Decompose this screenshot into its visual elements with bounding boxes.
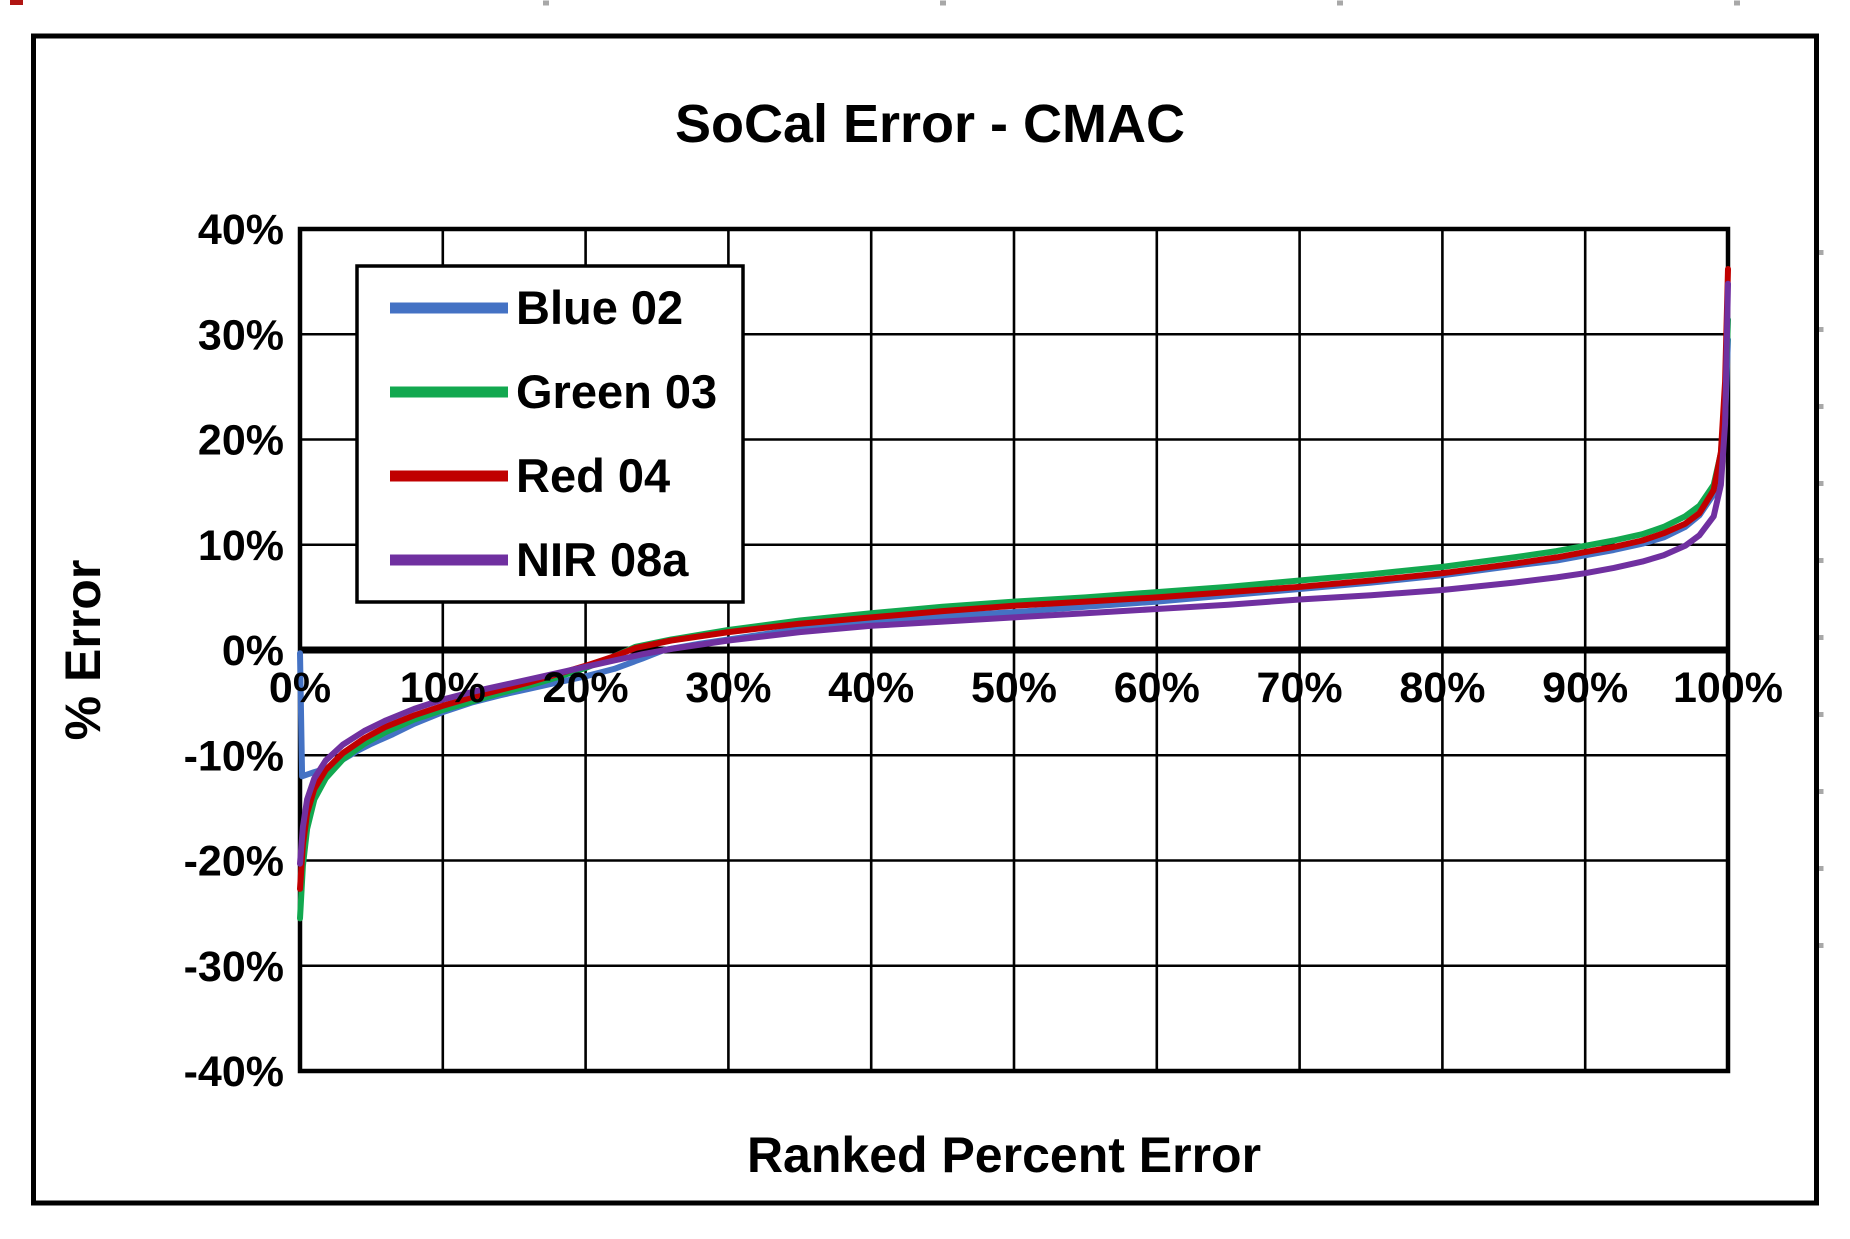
series-line-green-03 [297, 316, 1731, 922]
chart-title: SoCal Error - CMAC [675, 94, 1185, 154]
figure-border [31, 33, 1819, 1206]
legend-box [355, 264, 745, 604]
series-line-red-04 [297, 266, 1731, 892]
series-line-blue-02 [297, 336, 1731, 780]
x-tick-label: 50% [971, 664, 1057, 712]
y-tick-label: -30% [184, 943, 284, 991]
x-tick-label: 40% [828, 664, 914, 712]
y-tick-label: 20% [198, 417, 284, 465]
legend-label: Green 03 [516, 365, 717, 418]
screenshot-artifact-mark [10, 0, 23, 5]
y-axis-tick-labels: 40% 30% 20% 10% 0% -10% -20% -30% -40% [184, 206, 284, 1096]
legend-label: Red 04 [516, 449, 670, 502]
legend: Blue 02 Green 03 Red 04 NIR 08a [355, 264, 745, 604]
x-axis-title: Ranked Percent Error [747, 1127, 1261, 1183]
legend-item: Red 04 [390, 449, 670, 502]
x-axis-tick-labels: 0% 10% 20% 30% 40% 50% 60% 70% 80% 90% 100% [269, 664, 1783, 712]
x-tick-label: 90% [1542, 664, 1628, 712]
y-tick-label: 40% [198, 206, 284, 254]
legend-item: Blue 02 [390, 281, 683, 334]
y-tick-label: 0% [222, 627, 284, 675]
y-axis-title: % Error [55, 560, 111, 741]
y-tick-label: -10% [184, 732, 284, 780]
y-tick-label: -40% [184, 1048, 284, 1096]
legend-label: Blue 02 [516, 281, 683, 334]
series-line-nir-08a [297, 280, 1731, 867]
legend-label: NIR 08a [516, 533, 689, 586]
x-tick-label: 20% [543, 664, 629, 712]
x-tick-label: 100% [1673, 664, 1783, 712]
x-tick-label: 0% [269, 664, 331, 712]
y-tick-label: -20% [184, 838, 284, 886]
legend-item: Green 03 [390, 365, 717, 418]
x-tick-label: 60% [1114, 664, 1200, 712]
x-tick-label: 30% [685, 664, 771, 712]
legend-item: NIR 08a [390, 533, 689, 586]
x-tick-label: 10% [400, 664, 486, 712]
y-tick-label: 30% [198, 311, 284, 359]
x-tick-label: 70% [1257, 664, 1343, 712]
y-tick-label: 10% [198, 522, 284, 570]
plot-area-border [297, 226, 1731, 1074]
series-lines [297, 266, 1731, 922]
x-tick-label: 80% [1399, 664, 1485, 712]
